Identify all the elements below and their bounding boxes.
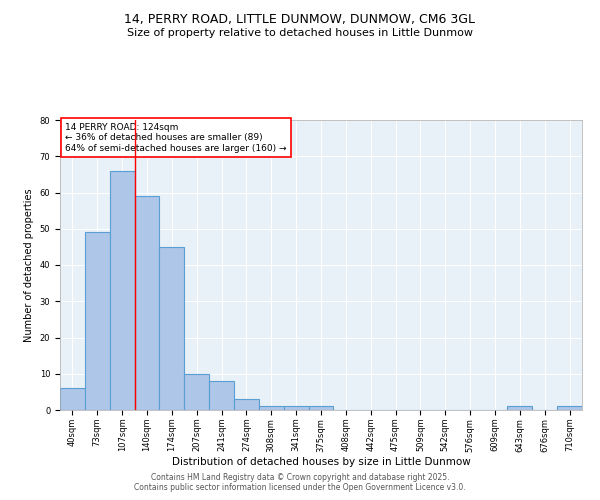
Bar — [259, 406, 284, 410]
Text: 14, PERRY ROAD, LITTLE DUNMOW, DUNMOW, CM6 3GL: 14, PERRY ROAD, LITTLE DUNMOW, DUNMOW, C… — [125, 12, 476, 26]
Bar — [110, 171, 134, 410]
Bar — [60, 388, 85, 410]
X-axis label: Distribution of detached houses by size in Little Dunmow: Distribution of detached houses by size … — [172, 457, 470, 467]
Bar — [308, 406, 334, 410]
Text: Contains HM Land Registry data © Crown copyright and database right 2025.
Contai: Contains HM Land Registry data © Crown c… — [134, 473, 466, 492]
Text: 14 PERRY ROAD: 124sqm
← 36% of detached houses are smaller (89)
64% of semi-deta: 14 PERRY ROAD: 124sqm ← 36% of detached … — [65, 123, 287, 152]
Y-axis label: Number of detached properties: Number of detached properties — [24, 188, 34, 342]
Bar — [209, 381, 234, 410]
Bar — [134, 196, 160, 410]
Bar — [508, 406, 532, 410]
Bar — [85, 232, 110, 410]
Text: Size of property relative to detached houses in Little Dunmow: Size of property relative to detached ho… — [127, 28, 473, 38]
Bar — [234, 399, 259, 410]
Bar — [557, 406, 582, 410]
Bar — [284, 406, 308, 410]
Bar — [160, 247, 184, 410]
Bar — [184, 374, 209, 410]
